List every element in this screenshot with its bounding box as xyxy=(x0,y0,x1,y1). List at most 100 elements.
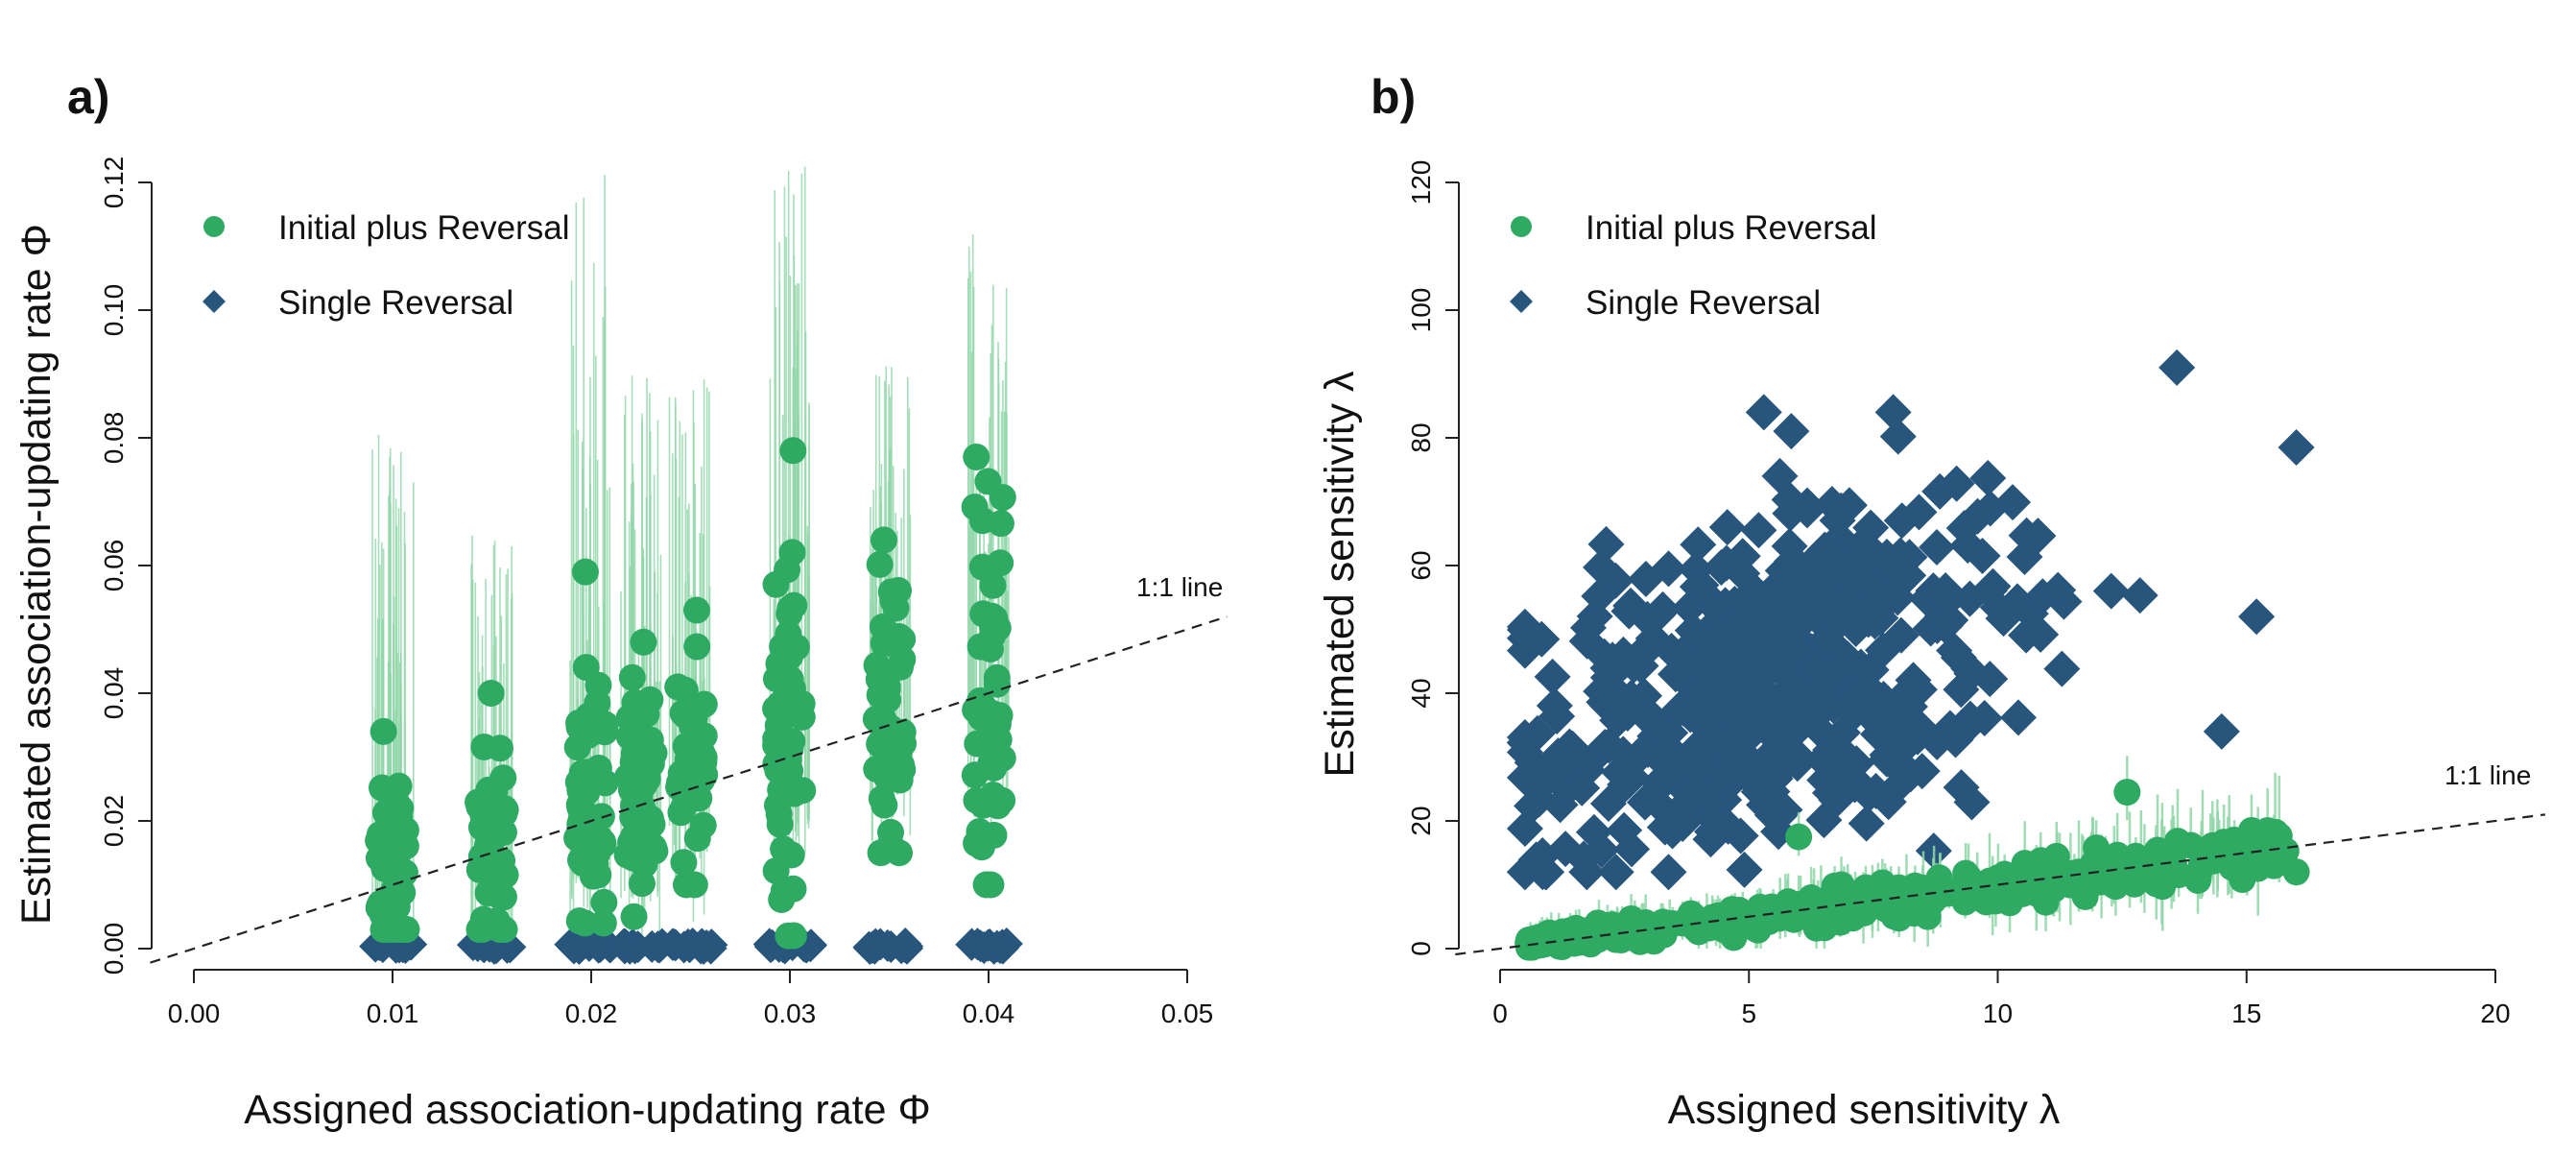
initial-plus-reversal-point xyxy=(987,549,1014,577)
single-reversal-point xyxy=(1879,418,1917,455)
initial-plus-reversal-point xyxy=(789,777,817,805)
single-reversal-point xyxy=(1971,490,2009,527)
single-reversal-point xyxy=(1800,592,1837,630)
single-reversal-point xyxy=(1716,658,1753,695)
single-reversal-point xyxy=(676,927,709,961)
single-reversal-point xyxy=(1868,740,1905,778)
initial-plus-reversal-point xyxy=(630,628,657,656)
single-reversal-point xyxy=(1833,759,1871,796)
initial-plus-reversal-point xyxy=(870,630,897,658)
single-reversal-point xyxy=(1613,831,1651,868)
initial-plus-reversal-point xyxy=(961,494,989,521)
initial-plus-reversal-point xyxy=(393,916,420,944)
single-reversal-point xyxy=(1534,658,1571,695)
panel-b: b) 1:1 line 0 5 10 15 20 0 20 40 60 80 100 120 Assi… xyxy=(1317,70,2545,1133)
single-reversal-point xyxy=(1581,577,1618,614)
single-reversal-point xyxy=(1680,526,1717,564)
single-reversal-point xyxy=(1697,590,1734,627)
single-reversal-point xyxy=(1597,673,1634,710)
single-reversal-point xyxy=(1745,394,1782,431)
initial-plus-reversal-point xyxy=(871,714,898,742)
initial-plus-reversal-point xyxy=(584,689,611,717)
initial-plus-reversal-point xyxy=(2104,841,2132,869)
panel-b-single-reversal-points xyxy=(1506,349,2315,891)
initial-plus-reversal-point xyxy=(620,903,648,930)
single-reversal-point xyxy=(1969,459,2007,496)
single-reversal-point xyxy=(2278,428,2315,466)
initial-plus-reversal-point xyxy=(632,701,660,729)
panel-a-legend: Initial plus Reversal Single Reversal xyxy=(203,209,569,322)
initial-plus-reversal-point xyxy=(563,824,591,852)
initial-plus-reversal-point xyxy=(775,746,802,774)
panel-a-y-tick-label: 0.12 xyxy=(99,157,129,209)
initial-plus-reversal-point xyxy=(866,550,894,578)
single-reversal-point xyxy=(1629,600,1666,638)
initial-plus-reversal-point xyxy=(621,757,649,784)
panel-a-x-tick-label: 0.00 xyxy=(168,999,221,1028)
single-reversal-point xyxy=(1782,624,1820,662)
panel-a-axes: 0.00 0.01 0.02 0.03 0.04 0.05 0.00 0.02 0.04 0.06… xyxy=(99,157,1213,1028)
single-reversal-point xyxy=(1837,611,1874,648)
initial-plus-reversal-point xyxy=(882,594,910,622)
initial-plus-reversal-point xyxy=(377,777,405,805)
initial-plus-reversal-point xyxy=(986,702,1014,730)
panel-a: a) 1:1 line 0.00 0.01 0.02 0.03 0.04 0.050.00… xyxy=(13,70,1228,1133)
initial-plus-reversal-point xyxy=(574,722,602,750)
single-reversal-point xyxy=(1568,854,1606,891)
initial-plus-reversal-point xyxy=(365,827,393,855)
initial-plus-reversal-point xyxy=(636,726,664,754)
initial-plus-reversal-point xyxy=(626,783,654,810)
single-reversal-point xyxy=(1638,706,1676,743)
single-reversal-point xyxy=(2008,616,2045,654)
initial-plus-reversal-point xyxy=(1747,911,1775,939)
initial-plus-reversal-point xyxy=(779,922,807,950)
initial-plus-reversal-point xyxy=(779,437,807,465)
panel-b-legend-single-reversal: Single Reversal xyxy=(1586,284,1821,322)
initial-plus-reversal-point xyxy=(624,824,652,852)
panel-a-one-to-one-label: 1:1 line xyxy=(1136,572,1223,602)
panel-a-legend-single-reversal: Single Reversal xyxy=(278,284,513,322)
single-reversal-point xyxy=(1773,413,1810,450)
panel-b-y-axis-label: Estimated sensitivity λ xyxy=(1317,371,1363,777)
initial-plus-reversal-point xyxy=(974,468,1002,495)
initial-plus-reversal-point xyxy=(886,766,914,794)
single-reversal-point xyxy=(1741,686,1778,723)
panel-a-y-tick-label: 0.06 xyxy=(99,540,129,592)
initial-plus-reversal-point xyxy=(979,781,1007,808)
panel-a-y-tick-label: 0.08 xyxy=(99,412,129,465)
initial-plus-reversal-point xyxy=(2233,853,2261,880)
initial-plus-reversal-point xyxy=(765,800,793,828)
initial-plus-reversal-point xyxy=(2282,858,2310,886)
single-reversal-point xyxy=(1835,694,1872,732)
single-reversal-point xyxy=(1708,509,1746,546)
initial-plus-reversal-point xyxy=(481,778,509,806)
single-reversal-point xyxy=(1594,641,1632,679)
single-reversal-point xyxy=(1892,756,1929,793)
initial-plus-reversal-point xyxy=(2042,842,2070,870)
single-reversal-point xyxy=(1714,748,1752,785)
single-reversal-point xyxy=(1807,621,1845,659)
initial-plus-reversal-point xyxy=(370,853,398,880)
single-reversal-point xyxy=(1605,735,1642,773)
panel-a-points xyxy=(359,437,1023,965)
panel-b-y-tick-label: 100 xyxy=(1406,288,1436,333)
single-reversal-point xyxy=(1999,699,2037,736)
single-reversal-point xyxy=(2238,598,2276,636)
single-reversal-point xyxy=(1563,769,1601,807)
single-reversal-point xyxy=(1882,537,1920,574)
initial-plus-reversal-point xyxy=(474,838,502,866)
single-reversal-point xyxy=(1650,854,1687,891)
single-reversal-point xyxy=(1666,798,1704,835)
single-reversal-point xyxy=(1709,807,1747,845)
single-reversal-point xyxy=(1819,729,1856,766)
initial-plus-reversal-point xyxy=(1699,909,1727,937)
panel-b-legend-diamond-marker xyxy=(1510,290,1533,313)
single-reversal-point xyxy=(855,931,889,965)
single-reversal-point xyxy=(1788,492,1825,529)
initial-plus-reversal-point xyxy=(370,717,397,745)
single-reversal-point xyxy=(1687,692,1725,730)
panel-b-x-tick-label: 5 xyxy=(1741,999,1756,1028)
initial-plus-reversal-point xyxy=(469,905,497,933)
single-reversal-point xyxy=(1874,394,1912,431)
single-reversal-point xyxy=(1964,537,2001,574)
